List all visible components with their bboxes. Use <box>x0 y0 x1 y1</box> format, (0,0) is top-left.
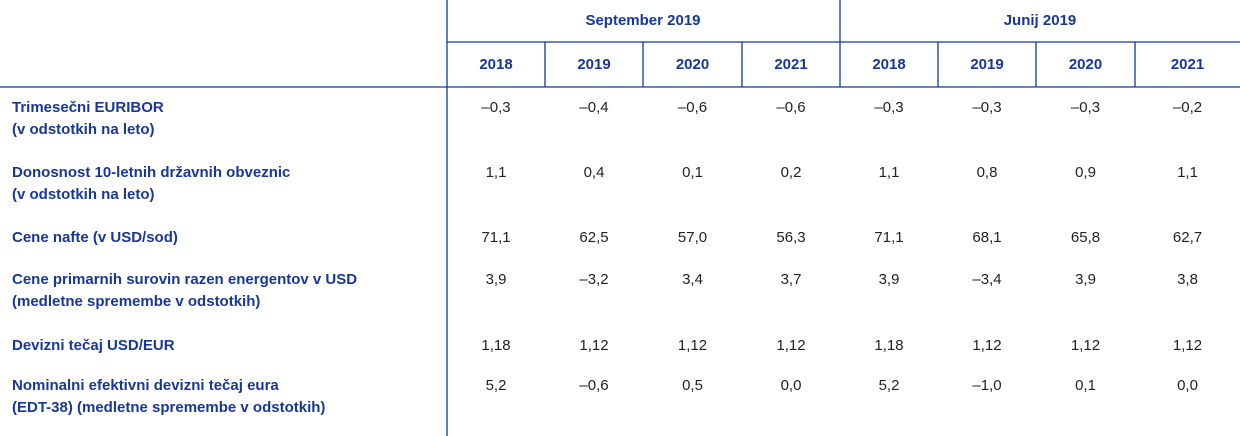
cell-value: 1,1 <box>486 164 507 181</box>
cell-value: –1,0 <box>972 377 1001 394</box>
cell-value: 5,2 <box>486 377 507 394</box>
cell-value: 0,5 <box>682 377 703 394</box>
cell-value: 1,1 <box>1177 164 1198 181</box>
row-label: Cene nafte (v USD/sod) <box>12 229 178 246</box>
cell-value: –0,3 <box>1071 99 1100 116</box>
row-label: Nominalni efektivni devizni tečaj eura <box>12 377 279 394</box>
row-label: Donosnost 10-letnih državnih obveznic <box>12 164 290 181</box>
cell-value: 0,1 <box>682 164 703 181</box>
cell-value: 68,1 <box>972 229 1001 246</box>
cell-value: –0,3 <box>972 99 1001 116</box>
cell-value: 62,5 <box>579 229 608 246</box>
row-label: (v odstotkih na leto) <box>12 121 155 138</box>
cell-value: 0,2 <box>781 164 802 181</box>
cell-value: 1,12 <box>972 337 1001 354</box>
cell-value: 3,7 <box>781 271 802 288</box>
cell-value: 1,18 <box>874 337 903 354</box>
cell-value: –0,4 <box>579 99 608 116</box>
cell-value: 71,1 <box>481 229 510 246</box>
cell-value: 3,8 <box>1177 271 1198 288</box>
row-label: (medletne spremembe v odstotkih) <box>12 293 260 310</box>
group-header: September 2019 <box>585 12 700 29</box>
cell-value: 0,0 <box>781 377 802 394</box>
cell-value: –0,6 <box>678 99 707 116</box>
cell-value: 1,12 <box>579 337 608 354</box>
cell-value: 56,3 <box>776 229 805 246</box>
cell-value: 1,12 <box>1173 337 1202 354</box>
cell-value: 1,12 <box>776 337 805 354</box>
year-header: 2020 <box>676 56 709 73</box>
cell-value: 0,0 <box>1177 377 1198 394</box>
cell-value: 3,4 <box>682 271 703 288</box>
cell-value: –3,4 <box>972 271 1001 288</box>
row-label: (v odstotkih na leto) <box>12 186 155 203</box>
cell-value: 1,18 <box>481 337 510 354</box>
row-label: Cene primarnih surovin razen energentov … <box>12 271 357 288</box>
cell-value: 3,9 <box>486 271 507 288</box>
group-header: Junij 2019 <box>1004 12 1077 29</box>
cell-value: 0,8 <box>977 164 998 181</box>
cell-value: 0,1 <box>1075 377 1096 394</box>
cell-value: 62,7 <box>1173 229 1202 246</box>
year-header: 2018 <box>872 56 905 73</box>
year-header: 2021 <box>1171 56 1204 73</box>
cell-value: –0,6 <box>579 377 608 394</box>
cell-value: –0,3 <box>874 99 903 116</box>
cell-value: –0,2 <box>1173 99 1202 116</box>
row-label: Trimesečni EURIBOR <box>12 99 164 116</box>
cell-value: 5,2 <box>879 377 900 394</box>
year-header: 2019 <box>577 56 610 73</box>
year-header: 2019 <box>970 56 1003 73</box>
cell-value: 1,12 <box>678 337 707 354</box>
cell-value: 3,9 <box>1075 271 1096 288</box>
row-label: (EDT-38) (medletne spremembe v odstotkih… <box>12 399 325 416</box>
cell-value: 57,0 <box>678 229 707 246</box>
cell-value: 0,4 <box>584 164 605 181</box>
cell-value: 3,9 <box>879 271 900 288</box>
year-header: 2020 <box>1069 56 1102 73</box>
cell-value: 71,1 <box>874 229 903 246</box>
cell-value: –0,3 <box>481 99 510 116</box>
cell-value: 1,12 <box>1071 337 1100 354</box>
cell-value: 0,9 <box>1075 164 1096 181</box>
year-header: 2021 <box>774 56 807 73</box>
row-label: Devizni tečaj USD/EUR <box>12 337 175 354</box>
cell-value: –0,6 <box>776 99 805 116</box>
cell-value: –3,2 <box>579 271 608 288</box>
cell-value: 1,1 <box>879 164 900 181</box>
year-header: 2018 <box>479 56 512 73</box>
cell-value: 65,8 <box>1071 229 1100 246</box>
